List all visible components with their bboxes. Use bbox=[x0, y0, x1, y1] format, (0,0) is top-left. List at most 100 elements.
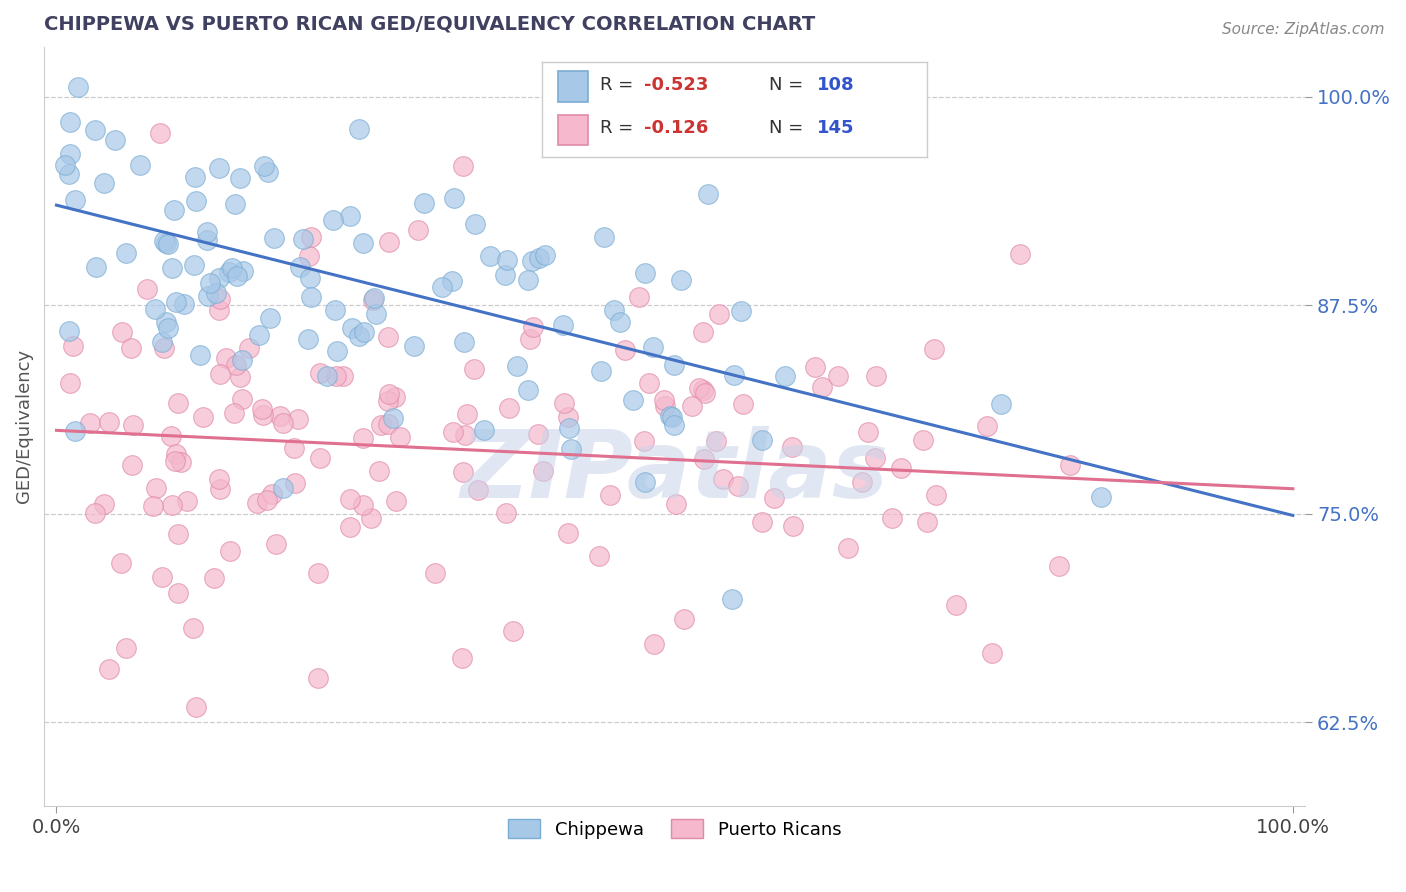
Y-axis label: GED/Equivalency: GED/Equivalency bbox=[15, 349, 32, 503]
Point bbox=[506, 359, 529, 374]
Text: ZIPatlas: ZIPatlas bbox=[461, 425, 889, 517]
Point bbox=[129, 158, 152, 172]
Point bbox=[269, 409, 291, 423]
Point bbox=[176, 493, 198, 508]
Point bbox=[59, 146, 82, 161]
Point bbox=[531, 464, 554, 478]
Point bbox=[156, 237, 179, 252]
Point bbox=[945, 598, 967, 612]
Point bbox=[1059, 458, 1081, 472]
Point bbox=[443, 191, 465, 205]
Point bbox=[93, 497, 115, 511]
Point bbox=[299, 270, 322, 285]
Point bbox=[191, 410, 214, 425]
Point bbox=[592, 230, 614, 244]
Point bbox=[621, 392, 644, 407]
Point bbox=[643, 340, 665, 354]
Point bbox=[160, 498, 183, 512]
Point bbox=[352, 431, 374, 445]
Point bbox=[408, 223, 430, 237]
Point bbox=[751, 516, 773, 530]
Point bbox=[721, 591, 744, 606]
Point bbox=[384, 494, 406, 508]
Point bbox=[309, 366, 332, 380]
Point bbox=[284, 476, 307, 491]
Point bbox=[63, 194, 86, 208]
Point bbox=[160, 260, 183, 275]
Point bbox=[104, 133, 127, 147]
Point bbox=[326, 343, 349, 358]
Point bbox=[183, 258, 205, 272]
Point bbox=[865, 368, 887, 383]
Text: CHIPPEWA VS PUERTO RICAN GED/EQUIVALENCY CORRELATION CHART: CHIPPEWA VS PUERTO RICAN GED/EQUIVALENCY… bbox=[44, 15, 815, 34]
Point bbox=[638, 376, 661, 390]
Point bbox=[363, 291, 385, 305]
Point bbox=[378, 235, 401, 249]
Point bbox=[599, 488, 621, 502]
Point bbox=[456, 408, 478, 422]
Point bbox=[84, 260, 107, 274]
Point bbox=[165, 454, 187, 468]
Point bbox=[780, 440, 803, 454]
Point bbox=[165, 447, 187, 461]
Point bbox=[262, 487, 284, 501]
Point bbox=[153, 341, 176, 355]
Point bbox=[1010, 247, 1032, 261]
Point bbox=[382, 411, 405, 425]
Point bbox=[453, 334, 475, 349]
Point bbox=[696, 186, 718, 201]
Point bbox=[368, 464, 391, 478]
Point bbox=[652, 393, 675, 408]
Point bbox=[221, 260, 243, 275]
Point bbox=[727, 479, 749, 493]
Legend: Chippewa, Puerto Ricans: Chippewa, Puerto Ricans bbox=[501, 813, 849, 846]
Point bbox=[252, 408, 274, 422]
Point bbox=[441, 425, 464, 439]
Point bbox=[733, 397, 755, 411]
Point bbox=[643, 637, 665, 651]
Point bbox=[377, 417, 399, 431]
Point bbox=[283, 441, 305, 455]
Point bbox=[990, 397, 1012, 411]
Point bbox=[98, 662, 121, 676]
Point bbox=[208, 482, 231, 496]
Point bbox=[225, 359, 247, 373]
Point bbox=[225, 269, 247, 284]
Point bbox=[522, 319, 544, 334]
Point bbox=[184, 700, 207, 714]
Point bbox=[361, 293, 384, 308]
Point bbox=[195, 233, 218, 247]
Point bbox=[659, 409, 682, 423]
Point bbox=[589, 364, 612, 378]
Point bbox=[450, 651, 472, 665]
Point bbox=[557, 409, 579, 424]
Point bbox=[66, 80, 89, 95]
Point bbox=[804, 359, 827, 374]
Point bbox=[976, 419, 998, 434]
Point bbox=[238, 341, 260, 355]
Point bbox=[184, 194, 207, 208]
Point bbox=[889, 461, 911, 475]
Point bbox=[654, 399, 676, 413]
Point bbox=[693, 451, 716, 466]
Point bbox=[856, 425, 879, 439]
Point bbox=[672, 612, 695, 626]
Point bbox=[332, 369, 354, 384]
Point bbox=[232, 264, 254, 278]
Point bbox=[773, 368, 796, 383]
Point bbox=[463, 361, 485, 376]
Point bbox=[166, 586, 188, 600]
Point bbox=[347, 121, 370, 136]
Point bbox=[288, 260, 311, 275]
Point bbox=[325, 369, 347, 384]
Point bbox=[339, 491, 361, 506]
Point bbox=[309, 450, 332, 465]
Point bbox=[827, 369, 849, 384]
Point bbox=[59, 376, 82, 391]
Point bbox=[150, 335, 173, 350]
Point bbox=[603, 302, 626, 317]
Point bbox=[516, 383, 538, 397]
Point bbox=[256, 165, 278, 179]
Point bbox=[560, 442, 582, 456]
Point bbox=[228, 171, 250, 186]
